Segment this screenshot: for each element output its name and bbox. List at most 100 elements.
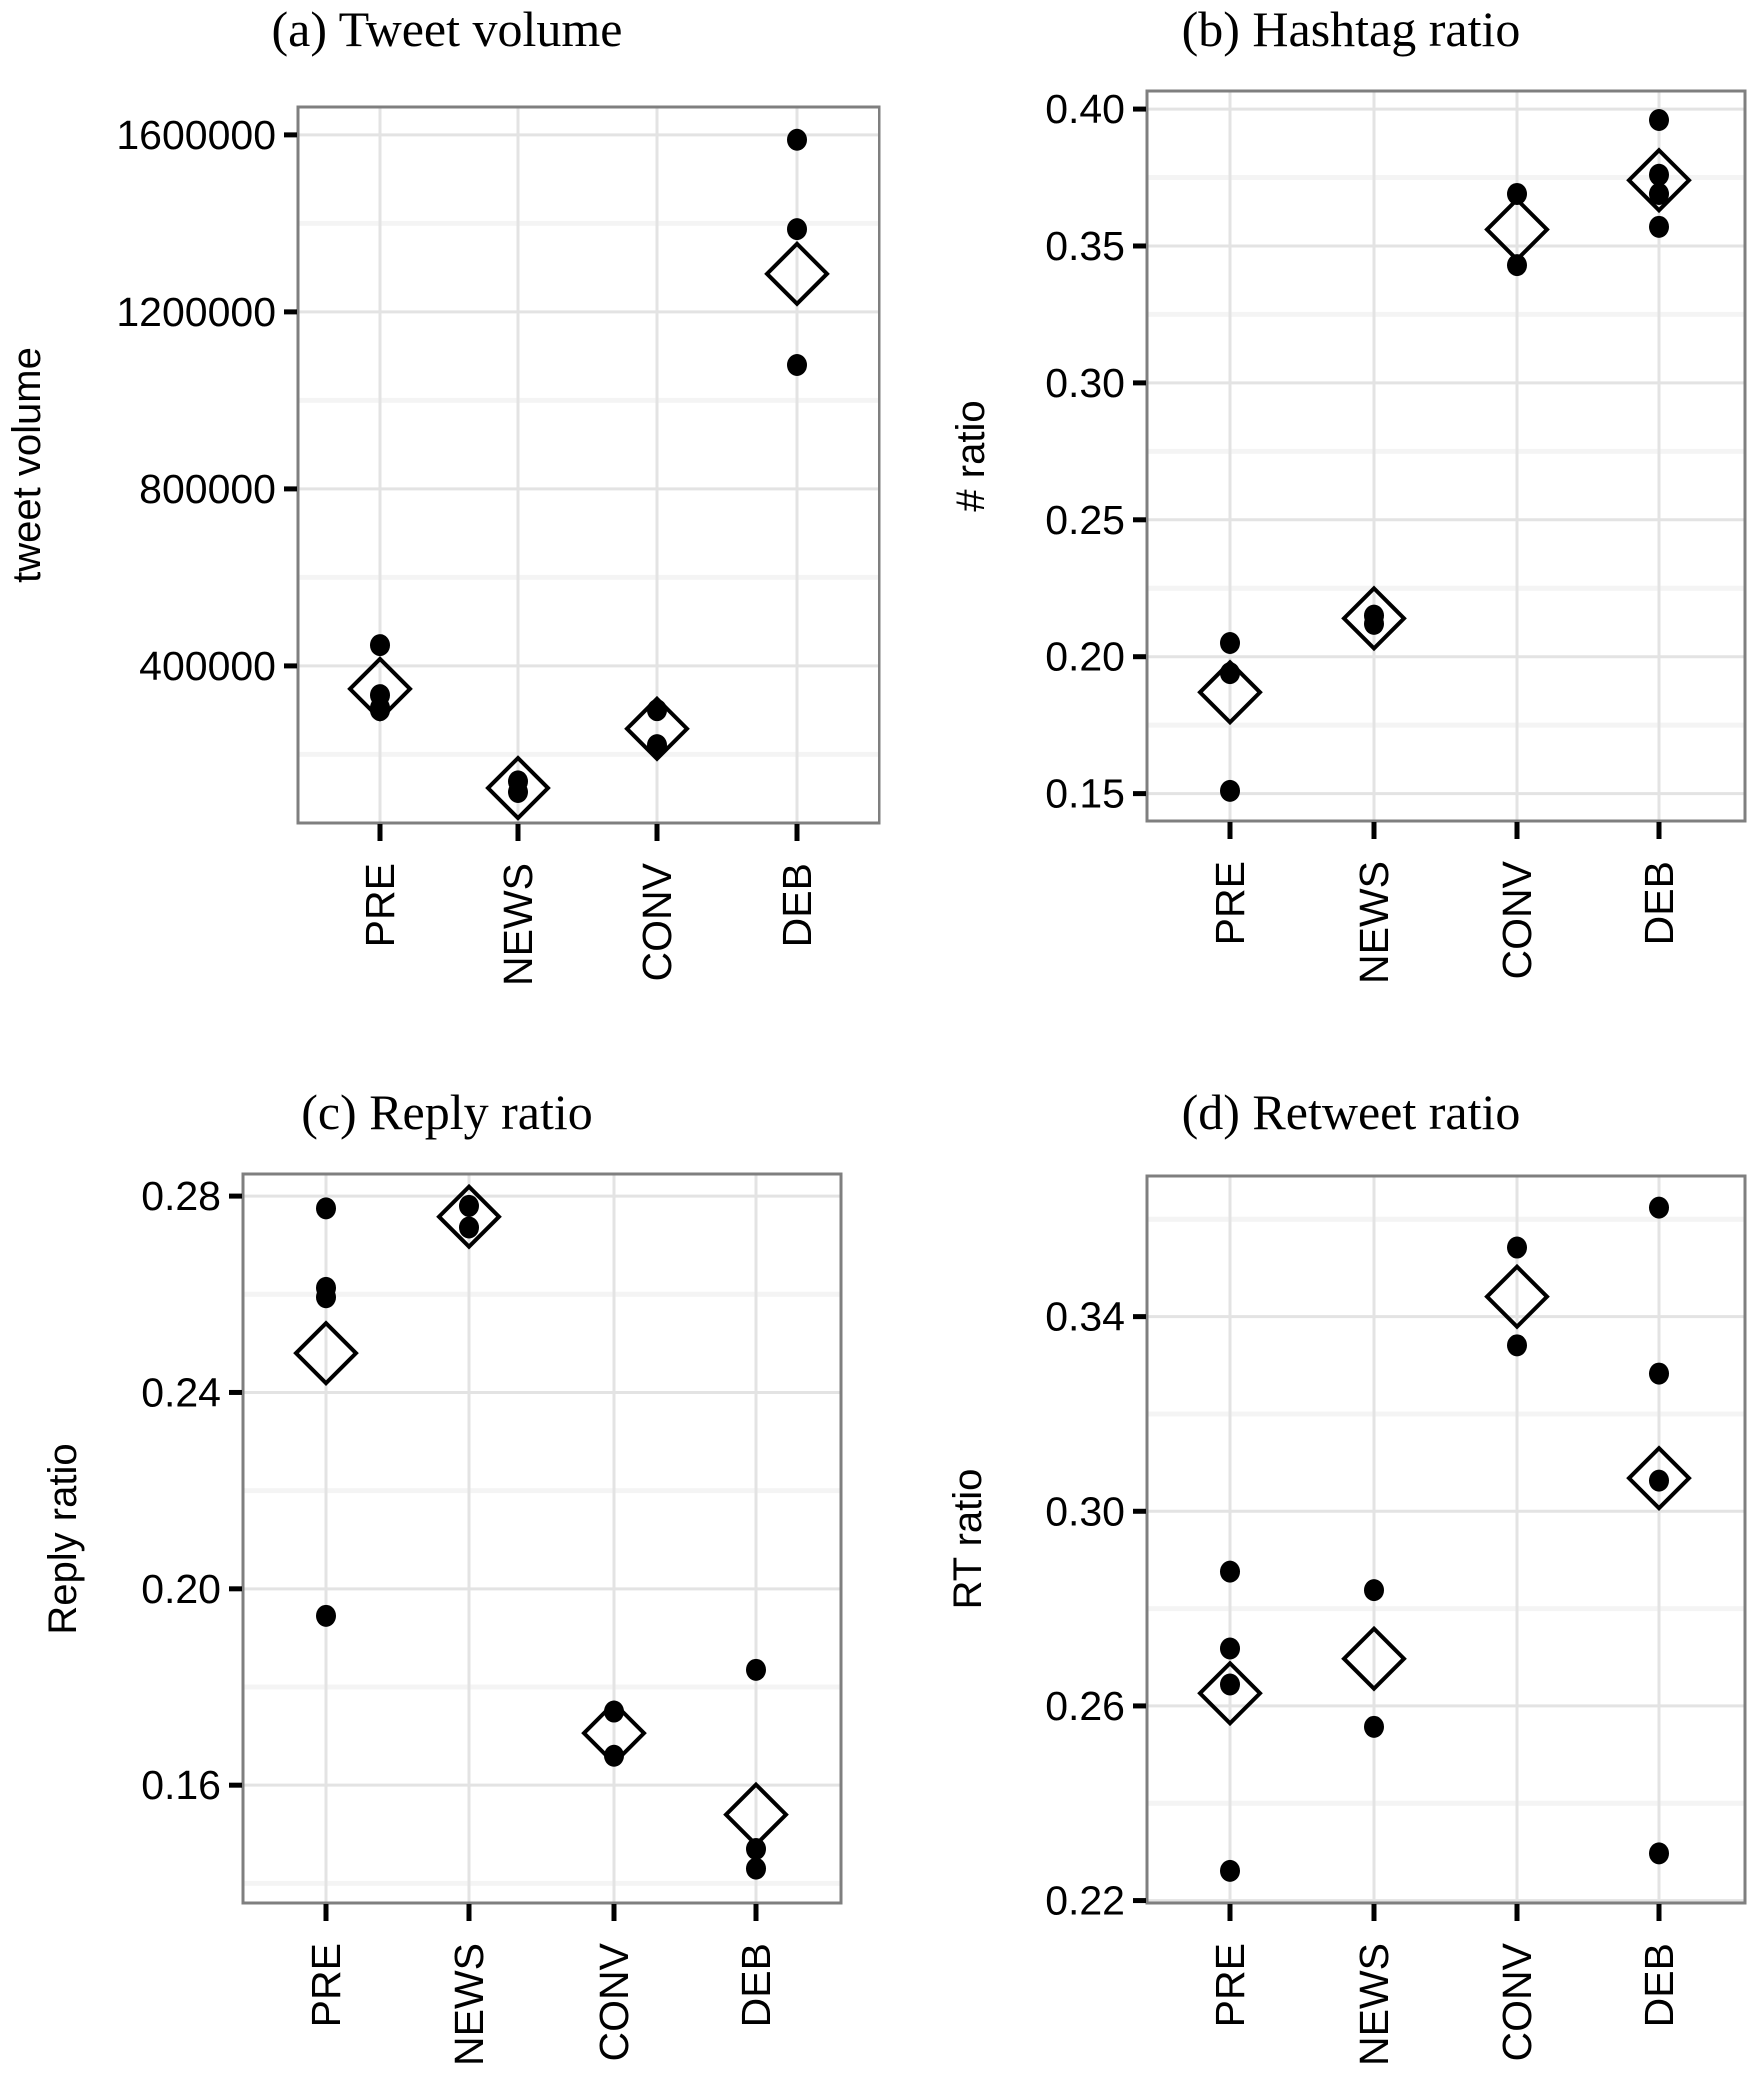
mean-diamond-marker bbox=[436, 1183, 502, 1250]
data-point bbox=[1649, 163, 1669, 186]
y-tick-label: 0.20 bbox=[141, 1566, 221, 1612]
y-tick-label: 0.22 bbox=[1045, 1878, 1125, 1924]
data-point bbox=[1649, 1362, 1669, 1385]
y-axis-label: tweet volume bbox=[5, 347, 49, 583]
plot-frame bbox=[296, 105, 881, 825]
y-tick-label: 0.26 bbox=[1045, 1683, 1125, 1729]
data-point bbox=[1220, 1637, 1240, 1660]
mean-diamond-marker bbox=[1197, 1660, 1263, 1727]
y-tick-label: 0.24 bbox=[141, 1369, 221, 1415]
data-point bbox=[508, 781, 528, 804]
mean-diamond-marker bbox=[1341, 1625, 1407, 1692]
data-point bbox=[1364, 1715, 1384, 1738]
x-tick-label-conv: CONV bbox=[591, 1942, 637, 2061]
data-point bbox=[647, 699, 667, 722]
y-tick-label: 400000 bbox=[139, 643, 276, 689]
data-point bbox=[316, 1604, 336, 1627]
data-point bbox=[746, 1838, 766, 1860]
x-tick-label-deb: DEB bbox=[733, 1943, 779, 2027]
y-tick-label: 0.30 bbox=[1045, 1488, 1125, 1534]
mean-diamond-marker bbox=[1484, 1263, 1550, 1330]
panel-title: (a) Tweet volume bbox=[271, 1, 622, 57]
plot-background bbox=[1147, 1176, 1745, 1903]
mean-diamond-marker bbox=[624, 695, 690, 762]
x-tick-label-pre: PRE bbox=[1207, 1943, 1253, 2027]
plot-background bbox=[1147, 91, 1745, 821]
y-axis-label: Reply ratio bbox=[41, 1443, 85, 1634]
mean-diamond-marker bbox=[764, 241, 830, 307]
y-tick-label: 1200000 bbox=[116, 289, 276, 335]
data-point bbox=[1220, 779, 1240, 802]
mean-diamond-marker bbox=[1626, 1445, 1692, 1512]
y-tick-label: 0.34 bbox=[1045, 1294, 1125, 1340]
data-point bbox=[459, 1194, 479, 1217]
data-point bbox=[1220, 1560, 1240, 1583]
y-tick-label: 0.25 bbox=[1045, 497, 1125, 543]
mean-diamond-marker bbox=[723, 1781, 789, 1848]
plot-frame bbox=[241, 1172, 843, 1905]
data-point bbox=[1364, 1579, 1384, 1602]
panel-c: 0.16 0.20 0.24 0.28 PRE NEWS CONV DEB (c) Reply … bbox=[41, 1084, 843, 2066]
data-point bbox=[1507, 254, 1527, 277]
data-point bbox=[1220, 632, 1240, 655]
data-point bbox=[787, 218, 807, 241]
panel-d: 0.22 0.26 0.30 0.34 PRE NEWS CONV DEB (d) Retwee… bbox=[946, 1084, 1747, 2066]
data-point bbox=[1649, 1196, 1669, 1219]
mean-diamond-marker bbox=[1484, 196, 1550, 263]
panel-title: (c) Reply ratio bbox=[301, 1084, 593, 1140]
panel-a: 400000 800000 1200000 1600000 PRE NEWS CONV DEB… bbox=[5, 1, 881, 986]
data-point bbox=[604, 1744, 624, 1767]
data-point bbox=[1649, 215, 1669, 238]
y-tick-label: 0.20 bbox=[1045, 634, 1125, 680]
x-tick-label-conv: CONV bbox=[1494, 860, 1540, 979]
data-point bbox=[1507, 182, 1527, 205]
data-point bbox=[316, 1286, 336, 1309]
mean-diamond-marker bbox=[1197, 659, 1263, 726]
data-point bbox=[459, 1216, 479, 1239]
y-tick-label: 0.16 bbox=[141, 1762, 221, 1808]
y-tick-label: 800000 bbox=[139, 466, 276, 512]
mean-diamond-marker bbox=[485, 755, 551, 821]
x-tick-label-conv: CONV bbox=[634, 862, 680, 981]
x-tick-label-deb: DEB bbox=[1636, 861, 1682, 945]
x-tick-label-pre: PRE bbox=[1207, 861, 1253, 945]
panel-title: (b) Hashtag ratio bbox=[1182, 1, 1521, 57]
data-point bbox=[1220, 662, 1240, 685]
data-point bbox=[1649, 1469, 1669, 1492]
data-point bbox=[1649, 1842, 1669, 1865]
y-tick-label: 0.35 bbox=[1045, 223, 1125, 269]
y-axis-label: # ratio bbox=[949, 400, 993, 511]
data-point bbox=[316, 1197, 336, 1220]
y-tick-label: 0.28 bbox=[141, 1173, 221, 1219]
panel-b: 0.15 0.20 0.25 0.30 0.35 0.40 PRE NEWS CONV DEB (b… bbox=[949, 1, 1747, 984]
data-point bbox=[1649, 182, 1669, 205]
data-point bbox=[1364, 612, 1384, 635]
data-point bbox=[1507, 1334, 1527, 1357]
x-tick-label-news: NEWS bbox=[1351, 1943, 1397, 2066]
data-point bbox=[1507, 1236, 1527, 1259]
mean-diamond-marker bbox=[293, 1320, 359, 1387]
x-tick-label-conv: CONV bbox=[1494, 1942, 1540, 2061]
y-axis-label: RT ratio bbox=[946, 1469, 990, 1610]
data-point bbox=[746, 1658, 766, 1681]
data-point bbox=[1649, 109, 1669, 132]
mean-diamond-marker bbox=[581, 1700, 647, 1766]
y-tick-label: 0.30 bbox=[1045, 360, 1125, 406]
panel-title: (d) Retweet ratio bbox=[1182, 1084, 1521, 1140]
mean-diamond-marker bbox=[1626, 147, 1692, 214]
mean-diamond-marker bbox=[347, 656, 413, 722]
plot-frame bbox=[1145, 1174, 1747, 1905]
x-tick-label-news: NEWS bbox=[446, 1943, 492, 2066]
x-tick-label-deb: DEB bbox=[1636, 1943, 1682, 2027]
x-tick-label-news: NEWS bbox=[1351, 861, 1397, 984]
data-point bbox=[787, 128, 807, 151]
data-point bbox=[647, 734, 667, 757]
data-point bbox=[746, 1857, 766, 1880]
mean-diamond-marker bbox=[1341, 585, 1407, 652]
x-tick-label-pre: PRE bbox=[357, 863, 403, 947]
data-point bbox=[1220, 1859, 1240, 1882]
y-tick-label: 1600000 bbox=[116, 112, 276, 158]
data-point bbox=[787, 353, 807, 376]
x-tick-label-news: NEWS bbox=[495, 863, 541, 986]
